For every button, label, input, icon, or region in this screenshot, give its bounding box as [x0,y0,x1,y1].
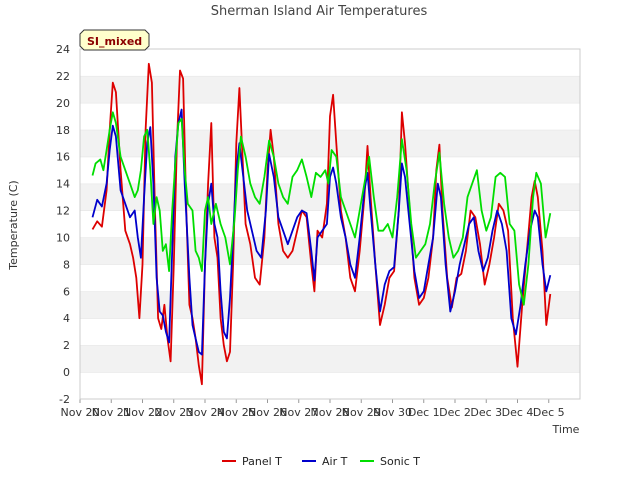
x-tick-label: Dec 5 [533,406,565,419]
grid-band [80,345,580,373]
y-tick-label: 20 [56,97,70,110]
y-tick-label: -2 [59,393,70,406]
y-tick-label: 6 [63,285,70,298]
y-tick-label: 0 [63,366,70,379]
y-tick-label: 8 [63,258,70,271]
grid-band [80,291,580,319]
legend: Panel T Air T Sonic T [222,455,420,468]
series-line-sonic-t [91,111,552,306]
grid-band [80,264,580,292]
y-tick-label: 4 [63,312,70,325]
legend-label: Air T [322,455,348,468]
y-axis-label: Temperature (C) [7,180,20,270]
grid-band [80,49,580,76]
grid-band [80,372,580,399]
y-tick-label: 18 [56,124,70,137]
x-tick-label: Dec 4 [502,406,534,419]
grid-band [80,75,580,103]
x-tick-label: Nov 21 [92,406,131,419]
x-axis-label: Time [552,423,580,436]
plot-frame [79,48,581,400]
badge-label: SI_mixed [87,35,142,48]
y-tick-label: 16 [56,151,70,164]
y-tick-label: 14 [56,178,70,191]
grid-band [80,318,580,346]
x-tick-label: Dec 2 [439,406,471,419]
x-tick-label: Nov 30 [373,406,412,419]
badge-shape [79,29,150,51]
legend-label: Sonic T [380,455,420,468]
series-line-air-t [91,108,552,356]
x-tick-label: Nov 28 [311,406,350,419]
y-tick-label: 22 [56,70,70,83]
chart-title: Sherman Island Air Temperatures [211,4,428,19]
x-tick-label: Dec 1 [408,406,440,419]
x-tick-label: Nov 22 [123,406,162,419]
x-tick-label: Nov 24 [186,406,225,419]
series-badge: SI_mixed [79,29,150,51]
x-tick-label: Dec 3 [470,406,502,419]
x-tick-label: Nov 27 [279,406,318,419]
x-tick-label: Nov 20 [61,406,100,419]
y-tick-label: 10 [56,231,70,244]
x-tick-label: Nov 23 [154,406,193,419]
x-tick-label: Nov 26 [248,406,287,419]
series-lines [91,62,552,386]
x-tick-label: Nov 25 [217,406,256,419]
y-tick-label: 2 [63,339,70,352]
x-tick-label: Nov 29 [342,406,381,419]
y-tick-label: 24 [56,43,70,56]
legend-label: Panel T [242,455,282,468]
y-tick-label: 12 [56,205,70,218]
